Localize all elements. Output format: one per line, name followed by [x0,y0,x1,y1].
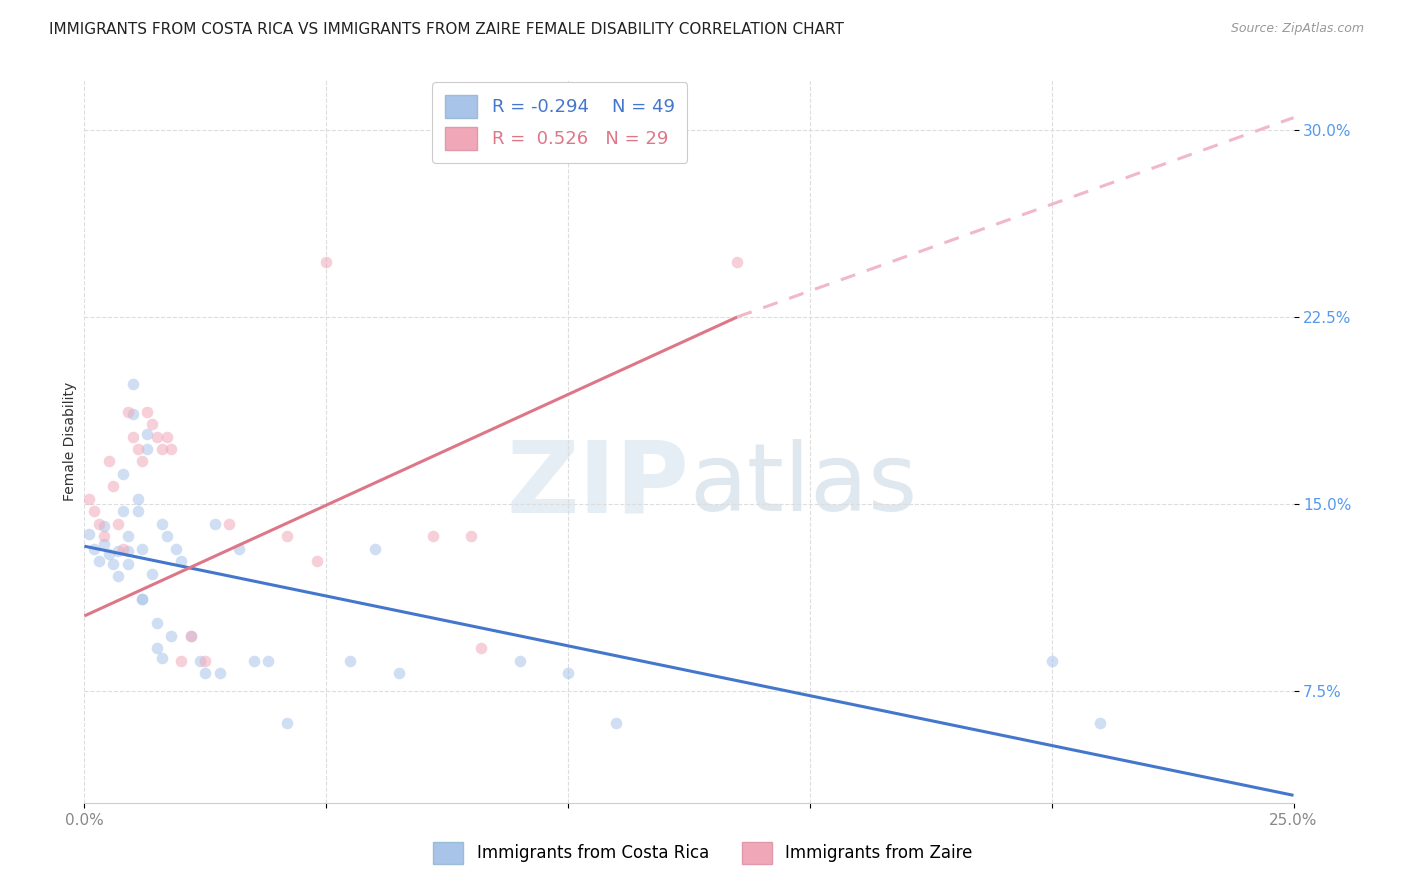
Point [131,541,153,556]
Point [305,554,328,568]
Point [112,541,135,556]
Point [605,716,627,731]
Point [422,529,444,543]
Point [83,541,105,556]
Point [155,529,177,543]
Point [276,716,298,731]
Point [208,666,231,681]
Point [150,516,173,531]
Point [121,407,143,421]
Point [87,554,110,568]
Point [103,479,125,493]
Point [136,442,159,456]
Point [117,544,139,558]
Legend: Immigrants from Costa Rica, Immigrants from Zaire: Immigrants from Costa Rica, Immigrants f… [426,836,980,871]
Point [160,442,183,456]
Point [131,591,153,606]
Point [117,557,139,571]
Point [83,504,105,518]
Point [77,526,100,541]
Point [190,654,212,668]
Point [141,566,163,581]
Point [339,654,361,668]
Point [170,554,193,568]
Point [127,491,149,506]
Point [276,529,298,543]
Point [87,516,110,531]
Point [509,654,531,668]
Point [146,429,169,443]
Point [180,629,202,643]
Point [150,442,173,456]
Point [194,654,217,668]
Point [131,454,153,468]
Point [242,654,264,668]
Point [388,666,411,681]
Point [146,641,169,656]
Point [725,255,748,269]
Point [470,641,492,656]
Point [112,467,135,481]
Point [150,651,173,665]
Point [136,404,159,418]
Text: IMMIGRANTS FROM COSTA RICA VS IMMIGRANTS FROM ZAIRE FEMALE DISABILITY CORRELATIO: IMMIGRANTS FROM COSTA RICA VS IMMIGRANTS… [49,22,844,37]
Point [121,429,143,443]
Text: ZIP: ZIP [506,436,689,533]
Point [257,654,280,668]
Y-axis label: Female Disability: Female Disability [63,382,77,501]
Point [77,491,100,506]
Point [155,429,177,443]
Point [112,504,135,518]
Point [557,666,579,681]
Point [165,541,187,556]
Point [107,516,129,531]
Point [204,516,226,531]
Point [93,537,115,551]
Point [97,454,120,468]
Point [131,591,153,606]
Point [218,516,240,531]
Text: Source: ZipAtlas.com: Source: ZipAtlas.com [1230,22,1364,36]
Point [160,629,183,643]
Point [93,529,115,543]
Point [315,255,337,269]
Point [228,541,250,556]
Text: atlas: atlas [689,439,917,531]
Point [194,666,217,681]
Point [117,404,139,418]
Point [363,541,385,556]
Point [1088,716,1111,731]
Point [93,519,115,533]
Point [1040,654,1063,668]
Point [103,557,125,571]
Legend: R = -0.294    N = 49, R =  0.526   N = 29: R = -0.294 N = 49, R = 0.526 N = 29 [432,82,688,163]
Point [107,544,129,558]
Point [127,442,149,456]
Point [121,377,143,392]
Point [460,529,482,543]
Point [127,504,149,518]
Point [97,547,120,561]
Point [170,654,193,668]
Point [107,569,129,583]
Point [117,529,139,543]
Point [136,427,159,442]
Point [180,629,202,643]
Point [146,616,169,631]
Point [141,417,163,431]
